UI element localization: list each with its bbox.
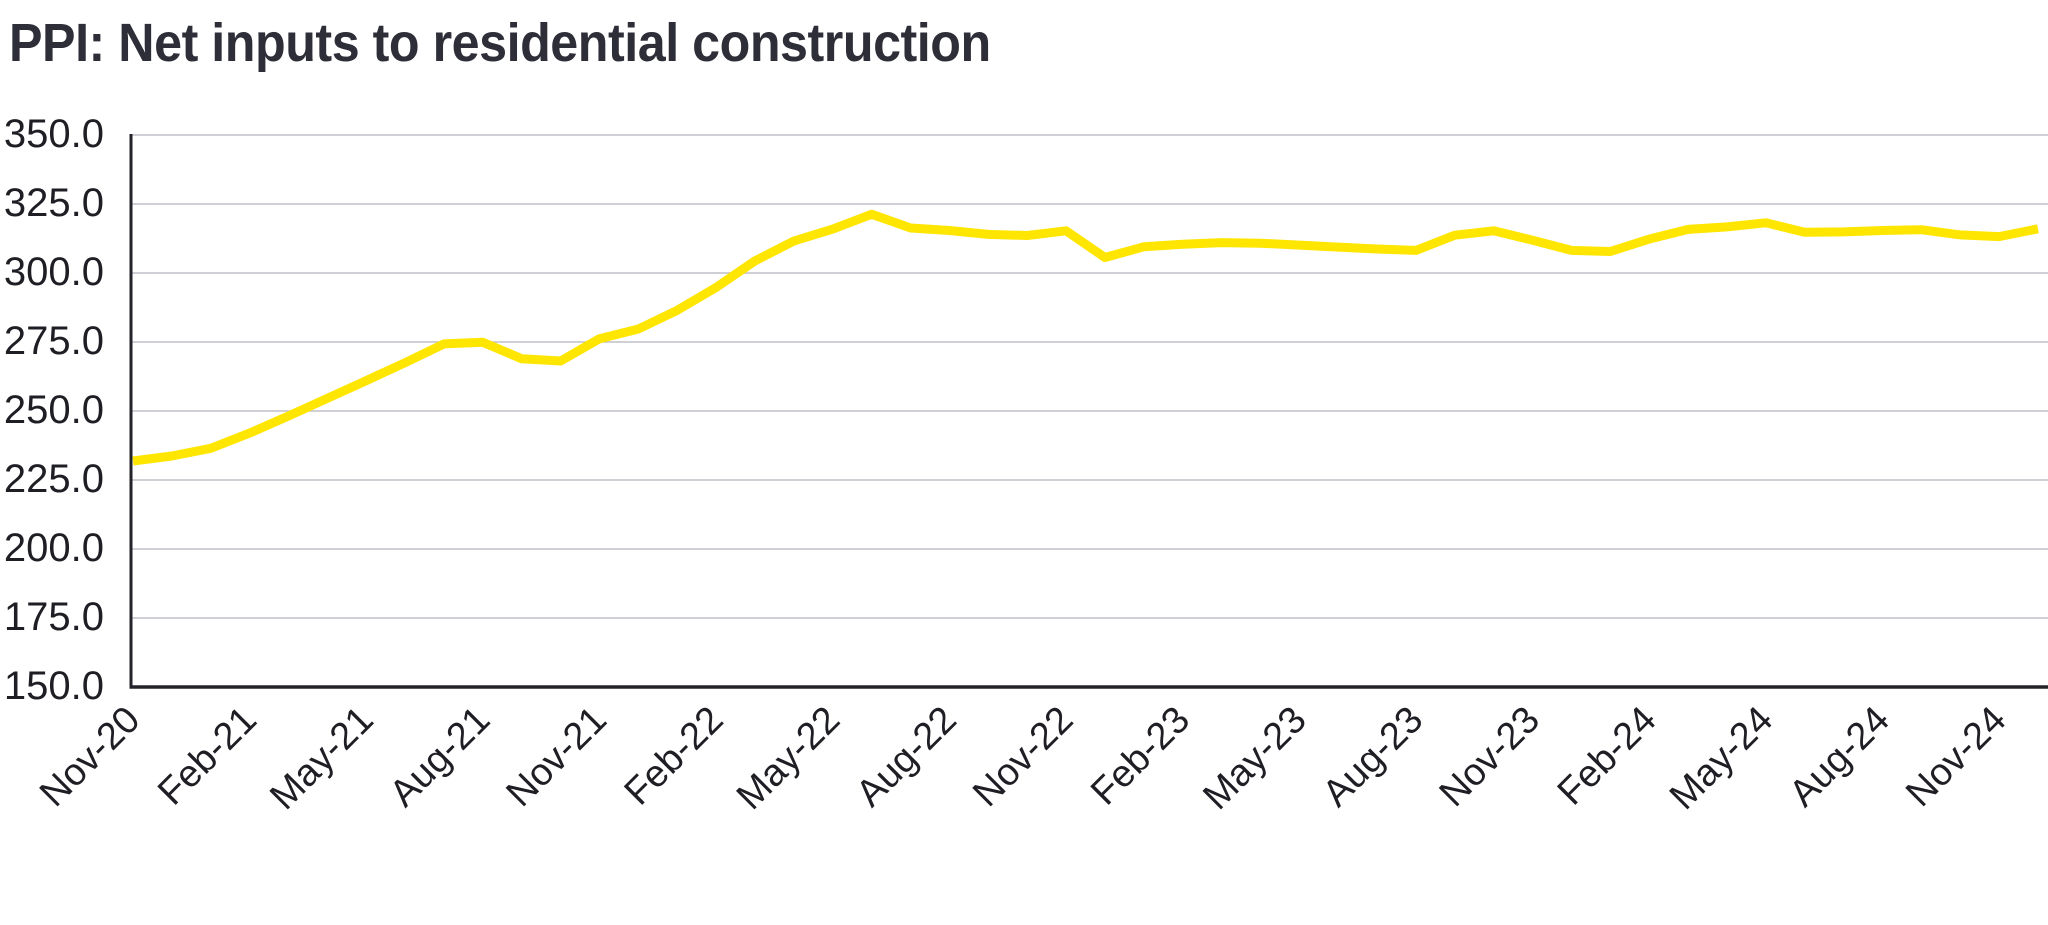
gridlines: [131, 134, 2048, 619]
svg-text:325.0: 325.0: [4, 181, 104, 225]
svg-text:175.0: 175.0: [4, 595, 104, 639]
ppi-line: [132, 209, 2039, 466]
svg-text:May-22: May-22: [729, 699, 848, 818]
chart-title: PPI: Net inputs to residential construct…: [9, 13, 991, 73]
svg-text:150.0: 150.0: [4, 664, 104, 708]
svg-text:250.0: 250.0: [4, 388, 104, 432]
svg-text:Nov-24: Nov-24: [1898, 699, 2014, 815]
svg-text:275.0: 275.0: [4, 319, 104, 363]
svg-text:May-24: May-24: [1662, 699, 1781, 818]
svg-text:Nov-20: Nov-20: [32, 699, 148, 815]
svg-text:Aug-23: Aug-23: [1315, 699, 1431, 815]
svg-text:May-23: May-23: [1195, 699, 1314, 818]
svg-text:Feb-21: Feb-21: [150, 699, 265, 814]
svg-text:May-21: May-21: [262, 699, 381, 818]
svg-text:Nov-21: Nov-21: [499, 699, 615, 815]
y-axis-labels: 150.0 175.0 200.0 225.0 250.0 275.0 300.0 325.0…: [4, 112, 104, 708]
svg-text:Aug-21: Aug-21: [382, 699, 498, 815]
axes: [129, 134, 2048, 689]
svg-text:Aug-22: Aug-22: [848, 699, 964, 815]
svg-text:Feb-24: Feb-24: [1550, 699, 1665, 814]
svg-text:Feb-22: Feb-22: [617, 699, 732, 814]
svg-text:Nov-23: Nov-23: [1432, 699, 1548, 815]
svg-text:Feb-23: Feb-23: [1083, 699, 1198, 814]
svg-text:Aug-24: Aug-24: [1782, 699, 1898, 815]
svg-text:200.0: 200.0: [4, 526, 104, 570]
svg-text:Nov-22: Nov-22: [965, 699, 1081, 815]
svg-text:300.0: 300.0: [4, 250, 104, 294]
svg-text:225.0: 225.0: [4, 457, 104, 501]
svg-text:350.0: 350.0: [4, 112, 104, 156]
